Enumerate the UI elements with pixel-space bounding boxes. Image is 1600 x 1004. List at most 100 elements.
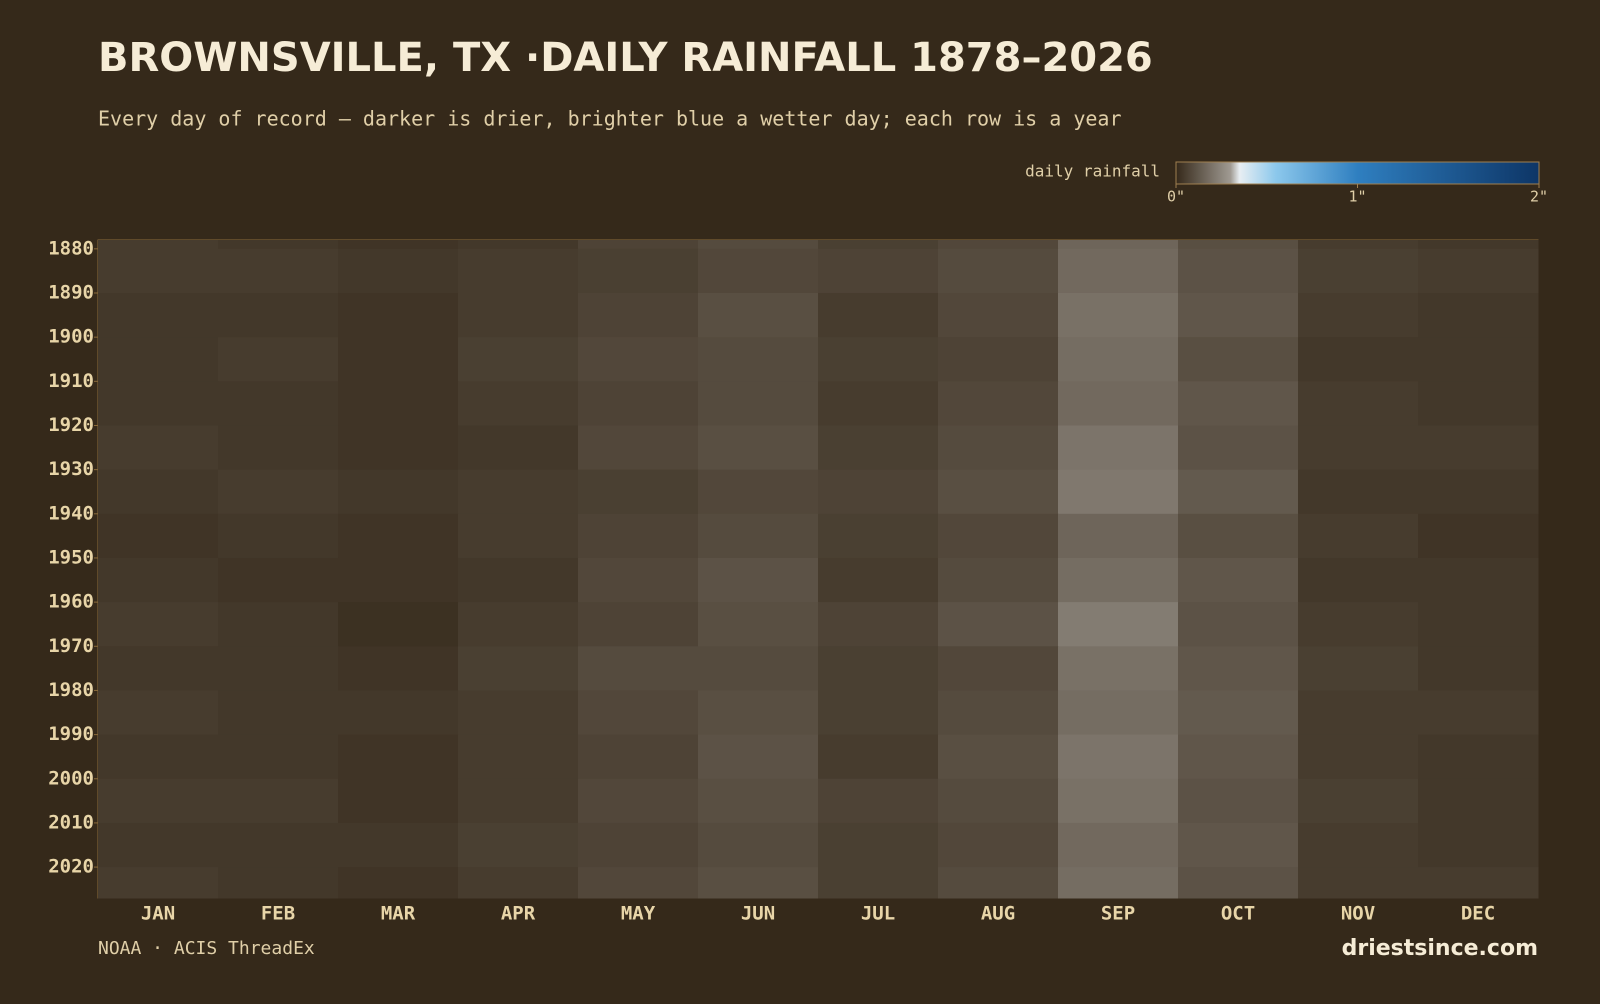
heat-cell — [1178, 867, 1299, 899]
y-tick-label: 2000 — [48, 767, 94, 789]
colorbar-label: daily rainfall — [1025, 162, 1160, 181]
heat-cell — [1298, 469, 1419, 515]
heat-cell — [578, 690, 699, 736]
heat-cell — [98, 240, 219, 250]
heat-cell — [98, 602, 219, 647]
colorbar-tick-label: 2" — [1530, 188, 1548, 206]
heat-cell — [1418, 690, 1539, 736]
x-tick-label: MAR — [381, 903, 416, 925]
heat-cell — [218, 557, 339, 603]
heat-cell — [458, 381, 579, 426]
colorbar-tick-label: 0" — [1167, 188, 1185, 206]
y-tick-label: 1940 — [48, 502, 94, 524]
heat-cell — [458, 337, 579, 382]
heat-cell — [338, 602, 459, 647]
heat-cell — [1178, 557, 1299, 603]
heat-cell — [698, 381, 819, 426]
heat-cell — [698, 778, 819, 824]
heat-cell — [1058, 602, 1179, 647]
y-tick-label: 1910 — [48, 370, 94, 392]
heat-cell — [698, 557, 819, 603]
heat-cell — [458, 602, 579, 647]
heat-cell — [578, 646, 699, 691]
heat-cell — [458, 513, 579, 559]
heat-cell — [1058, 292, 1179, 338]
heat-cell — [1298, 240, 1419, 250]
y-tick-label: 1950 — [48, 546, 94, 568]
heat-cell — [1418, 778, 1539, 824]
y-tick-label: 1990 — [48, 723, 94, 745]
heat-cell — [1178, 381, 1299, 426]
x-tick-label: DEC — [1461, 903, 1495, 925]
heat-cell — [98, 734, 219, 780]
heat-cell — [938, 734, 1059, 780]
heat-cell — [818, 602, 939, 647]
heat-cell — [578, 734, 699, 780]
heat-cell — [458, 248, 579, 294]
heat-cell — [98, 248, 219, 294]
heat-cell — [218, 469, 339, 515]
y-tick-label: 2010 — [48, 811, 94, 833]
heat-cell — [938, 240, 1059, 250]
heat-cell — [578, 602, 699, 647]
y-tick-label: 1970 — [48, 635, 94, 657]
heat-cell — [938, 425, 1059, 471]
heat-cell — [1298, 337, 1419, 382]
heat-cell — [1058, 240, 1179, 250]
heat-cell — [338, 469, 459, 515]
heat-cell — [458, 557, 579, 603]
heat-cell — [938, 557, 1059, 603]
heat-cell — [218, 292, 339, 338]
heat-cell — [698, 240, 819, 250]
heat-cell — [578, 778, 699, 824]
heat-cell — [578, 292, 699, 338]
heat-cell — [938, 646, 1059, 691]
heat-cell — [818, 337, 939, 382]
heat-cell — [458, 778, 579, 824]
heat-cell — [338, 425, 459, 471]
heat-cell — [818, 425, 939, 471]
heat-cell — [1178, 513, 1299, 559]
y-tick-label: 1930 — [48, 458, 94, 480]
heat-cell — [938, 381, 1059, 426]
colorbar-tick-label: 1" — [1348, 188, 1366, 206]
heat-cell — [218, 822, 339, 868]
heat-cell — [338, 240, 459, 250]
heat-cell — [98, 867, 219, 899]
heat-cell — [578, 248, 699, 294]
heat-cell — [938, 469, 1059, 515]
heat-cell — [1178, 292, 1299, 338]
heat-cell — [818, 557, 939, 603]
heat-cell — [578, 557, 699, 603]
heat-cell — [1418, 867, 1539, 899]
heat-cell — [698, 337, 819, 382]
heat-cell — [218, 778, 339, 824]
heat-cell — [1058, 822, 1179, 868]
heat-cell — [938, 778, 1059, 824]
heat-cell — [98, 425, 219, 471]
heat-cell — [218, 602, 339, 647]
heat-cell — [818, 469, 939, 515]
heat-cell — [338, 822, 459, 868]
heat-cell — [698, 690, 819, 736]
heat-cell — [98, 337, 219, 382]
heat-cell — [1058, 867, 1179, 899]
heat-cell — [578, 867, 699, 899]
heat-cell — [1418, 822, 1539, 868]
heat-cell — [338, 248, 459, 294]
heat-cell — [1298, 867, 1419, 899]
heat-cell — [1178, 602, 1299, 647]
heat-cell — [818, 292, 939, 338]
heat-cell — [458, 734, 579, 780]
heat-cell — [218, 867, 339, 899]
colorbar — [1175, 161, 1540, 185]
heat-cell — [1058, 778, 1179, 824]
heat-cell — [1298, 778, 1419, 824]
heat-cell — [218, 734, 339, 780]
heat-cell — [338, 690, 459, 736]
heat-cell — [1058, 734, 1179, 780]
heat-cell — [458, 690, 579, 736]
heat-cell — [1178, 425, 1299, 471]
heat-cell — [338, 292, 459, 338]
